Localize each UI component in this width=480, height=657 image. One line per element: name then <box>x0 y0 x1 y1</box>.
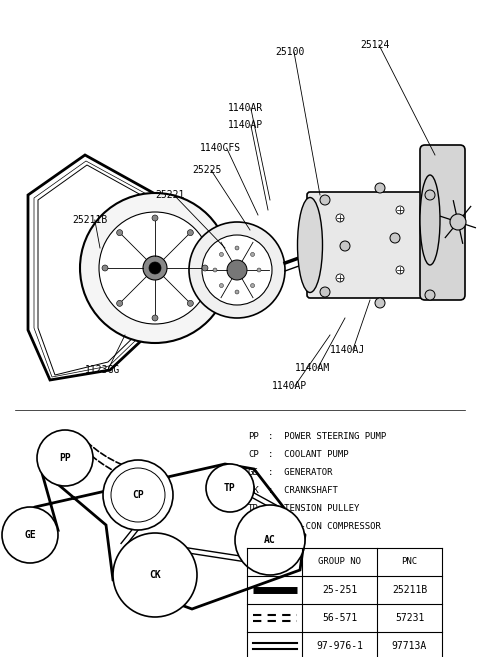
Circle shape <box>235 290 239 294</box>
Text: PP: PP <box>248 432 259 441</box>
Circle shape <box>227 260 247 280</box>
Text: 1140AP: 1140AP <box>228 120 263 130</box>
Circle shape <box>187 300 193 306</box>
Text: :  AIR-CON COMPRESSOR: : AIR-CON COMPRESSOR <box>268 522 381 531</box>
Text: 1140AJ: 1140AJ <box>330 345 365 355</box>
Text: 1140CFS: 1140CFS <box>200 143 241 153</box>
Text: PP: PP <box>59 453 71 463</box>
Text: PNC: PNC <box>401 558 418 566</box>
Text: 97713A: 97713A <box>392 641 427 651</box>
Circle shape <box>117 230 123 236</box>
Text: 25225: 25225 <box>192 165 221 175</box>
Circle shape <box>257 268 261 272</box>
Text: :  TENSION PULLEY: : TENSION PULLEY <box>268 504 360 513</box>
Circle shape <box>396 266 404 274</box>
Text: :  COOLANT PUMP: : COOLANT PUMP <box>268 450 348 459</box>
Circle shape <box>37 430 93 486</box>
Circle shape <box>390 233 400 243</box>
Circle shape <box>375 298 385 308</box>
Text: CK: CK <box>248 486 259 495</box>
Circle shape <box>213 268 217 272</box>
Circle shape <box>2 507 58 563</box>
Text: TP: TP <box>224 483 236 493</box>
Ellipse shape <box>420 175 440 265</box>
Circle shape <box>425 190 435 200</box>
Circle shape <box>202 235 272 305</box>
Circle shape <box>189 222 285 318</box>
Text: 25100: 25100 <box>275 47 304 57</box>
Text: AC: AC <box>264 535 276 545</box>
Text: AC: AC <box>248 522 259 531</box>
Circle shape <box>336 214 344 222</box>
Text: GE: GE <box>24 530 36 540</box>
Circle shape <box>340 241 350 251</box>
Text: CP: CP <box>132 490 144 500</box>
Text: TP: TP <box>248 504 259 513</box>
Circle shape <box>320 195 330 205</box>
Text: GE: GE <box>248 468 259 477</box>
Ellipse shape <box>298 198 323 292</box>
Circle shape <box>336 274 344 282</box>
Circle shape <box>117 300 123 306</box>
Text: GROUP NO: GROUP NO <box>318 558 361 566</box>
Circle shape <box>149 262 161 274</box>
Circle shape <box>187 230 193 236</box>
Circle shape <box>202 265 208 271</box>
Circle shape <box>375 183 385 193</box>
Text: :  GENERATOR: : GENERATOR <box>268 468 333 477</box>
FancyBboxPatch shape <box>307 192 433 298</box>
Text: 25211B: 25211B <box>72 215 107 225</box>
Circle shape <box>80 193 230 343</box>
Text: 1123GG: 1123GG <box>85 365 120 375</box>
Circle shape <box>113 533 197 617</box>
Text: 1140AP: 1140AP <box>272 381 307 391</box>
FancyBboxPatch shape <box>420 145 465 300</box>
Circle shape <box>219 252 224 256</box>
Circle shape <box>103 460 173 530</box>
Circle shape <box>143 256 167 280</box>
Text: 25221: 25221 <box>155 190 184 200</box>
Circle shape <box>235 505 305 575</box>
Circle shape <box>99 212 211 324</box>
Circle shape <box>251 284 254 288</box>
Circle shape <box>152 315 158 321</box>
Circle shape <box>251 252 254 256</box>
Text: 1140AM: 1140AM <box>295 363 330 373</box>
Circle shape <box>219 284 224 288</box>
Text: 97-976-1: 97-976-1 <box>316 641 363 651</box>
Text: 25211B: 25211B <box>392 585 427 595</box>
Circle shape <box>102 265 108 271</box>
Text: CK: CK <box>149 570 161 580</box>
Text: 56-571: 56-571 <box>322 613 357 623</box>
Text: :  POWER STEERING PUMP: : POWER STEERING PUMP <box>268 432 386 441</box>
Text: 25-251: 25-251 <box>322 585 357 595</box>
Text: 25124: 25124 <box>360 40 389 50</box>
Text: :  CRANKSHAFT: : CRANKSHAFT <box>268 486 338 495</box>
Text: 57231: 57231 <box>395 613 424 623</box>
Circle shape <box>206 464 254 512</box>
Circle shape <box>320 287 330 297</box>
Text: 1140AR: 1140AR <box>228 103 263 113</box>
Circle shape <box>425 290 435 300</box>
Circle shape <box>450 214 466 230</box>
Circle shape <box>396 206 404 214</box>
Circle shape <box>152 215 158 221</box>
Circle shape <box>111 468 165 522</box>
Text: CP: CP <box>248 450 259 459</box>
Circle shape <box>235 246 239 250</box>
